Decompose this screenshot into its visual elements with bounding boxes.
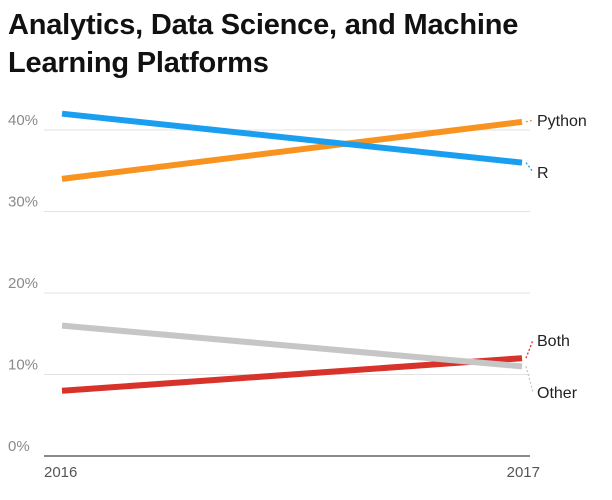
gridlines bbox=[44, 129, 530, 457]
x-tick-label: 2016 bbox=[44, 464, 77, 481]
axes: 0% 10% 20% 30% 40% 2016 2017 bbox=[8, 112, 540, 481]
y-tick-label: 20% bbox=[8, 275, 38, 292]
series-label-both: Both bbox=[537, 333, 570, 350]
series-line-r bbox=[61, 110, 523, 166]
y-tick-label: 40% bbox=[8, 112, 38, 129]
series-line-other bbox=[61, 322, 523, 370]
series-line-both bbox=[61, 355, 523, 394]
chart-title: Analytics, Data Science, and Machine Lea… bbox=[8, 9, 519, 79]
y-tick-label: 10% bbox=[8, 357, 38, 374]
series-labels: Python R Both Other bbox=[525, 113, 587, 402]
series-line-python bbox=[61, 118, 523, 182]
leader-line-other bbox=[525, 366, 534, 393]
y-tick-label: 0% bbox=[8, 438, 30, 455]
series-label-other: Other bbox=[537, 385, 578, 402]
series-lines bbox=[61, 110, 523, 394]
leader-line-python bbox=[525, 119, 534, 123]
series-label-python: Python bbox=[537, 113, 587, 130]
leader-line-r bbox=[525, 162, 534, 173]
leader-line-both bbox=[525, 339, 534, 359]
series-label-r: R bbox=[537, 165, 549, 182]
y-tick-label: 30% bbox=[8, 194, 38, 211]
x-tick-label: 2017 bbox=[507, 464, 540, 481]
